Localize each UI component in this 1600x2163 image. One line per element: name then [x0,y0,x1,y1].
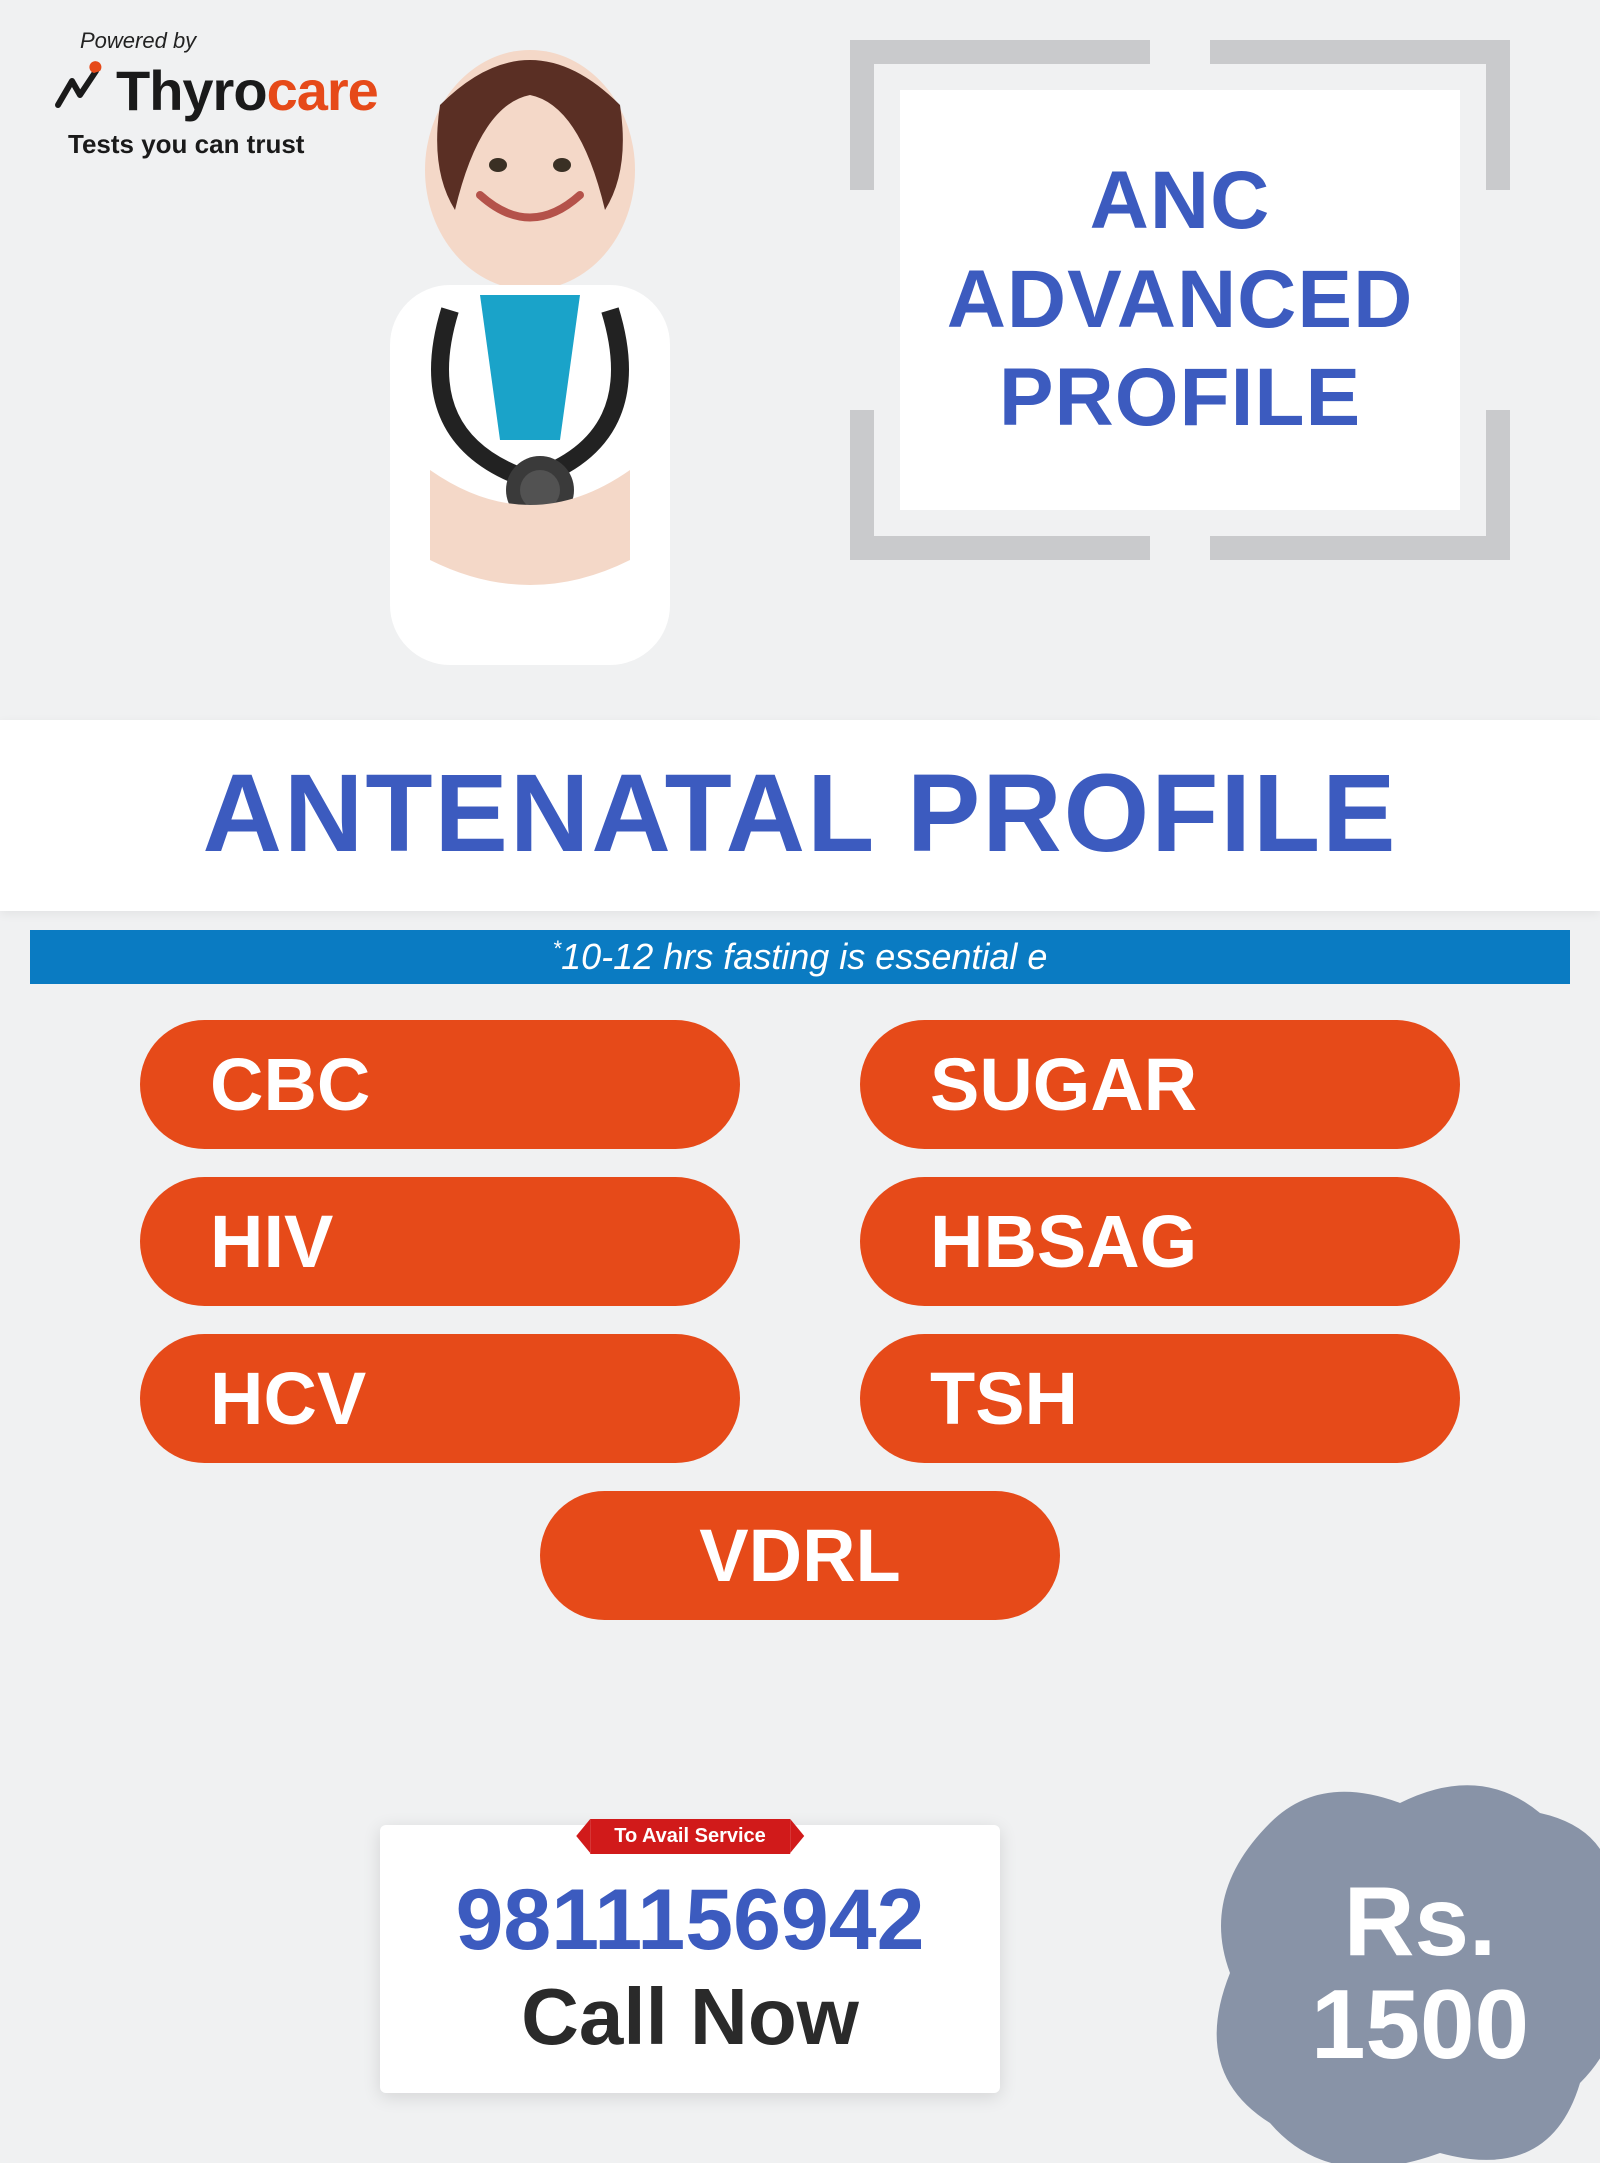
doctor-image [280,10,780,710]
test-pill: CBC [140,1020,740,1149]
price-currency: Rs. [1344,1870,1497,1973]
main-heading: ANTENATAL PROFILE [0,720,1600,911]
phone-number: 9811156942 [400,1875,980,1965]
test-pill: HBSAG [860,1177,1460,1306]
brand-dark-part: Thyro [116,59,267,122]
title-line: ANC [1090,152,1271,250]
call-now-card[interactable]: To Avail Service 9811156942 Call Now [380,1825,1000,2093]
title-line: PROFILE [999,349,1361,447]
test-pill: HCV [140,1334,740,1463]
title-frame: ANC ADVANCED PROFILE [840,30,1520,570]
avail-service-badge: To Avail Service [590,1819,790,1854]
thyrocare-icon [50,61,110,121]
test-pill: SUGAR [860,1020,1460,1149]
tests-grid: CBC SUGAR HIV HBSAG HCV TSH VDRL [0,1020,1600,1620]
call-now-label: Call Now [400,1971,980,2063]
fasting-note: 10-12 hrs fasting is essential e [30,930,1570,984]
test-pill: VDRL [540,1491,1060,1620]
test-pill: HIV [140,1177,740,1306]
price-amount: 1500 [1311,1973,1529,2076]
test-pill: TSH [860,1334,1460,1463]
title-line: ADVANCED [947,251,1414,349]
price-badge: Rs. 1500 [1210,1783,1600,2163]
